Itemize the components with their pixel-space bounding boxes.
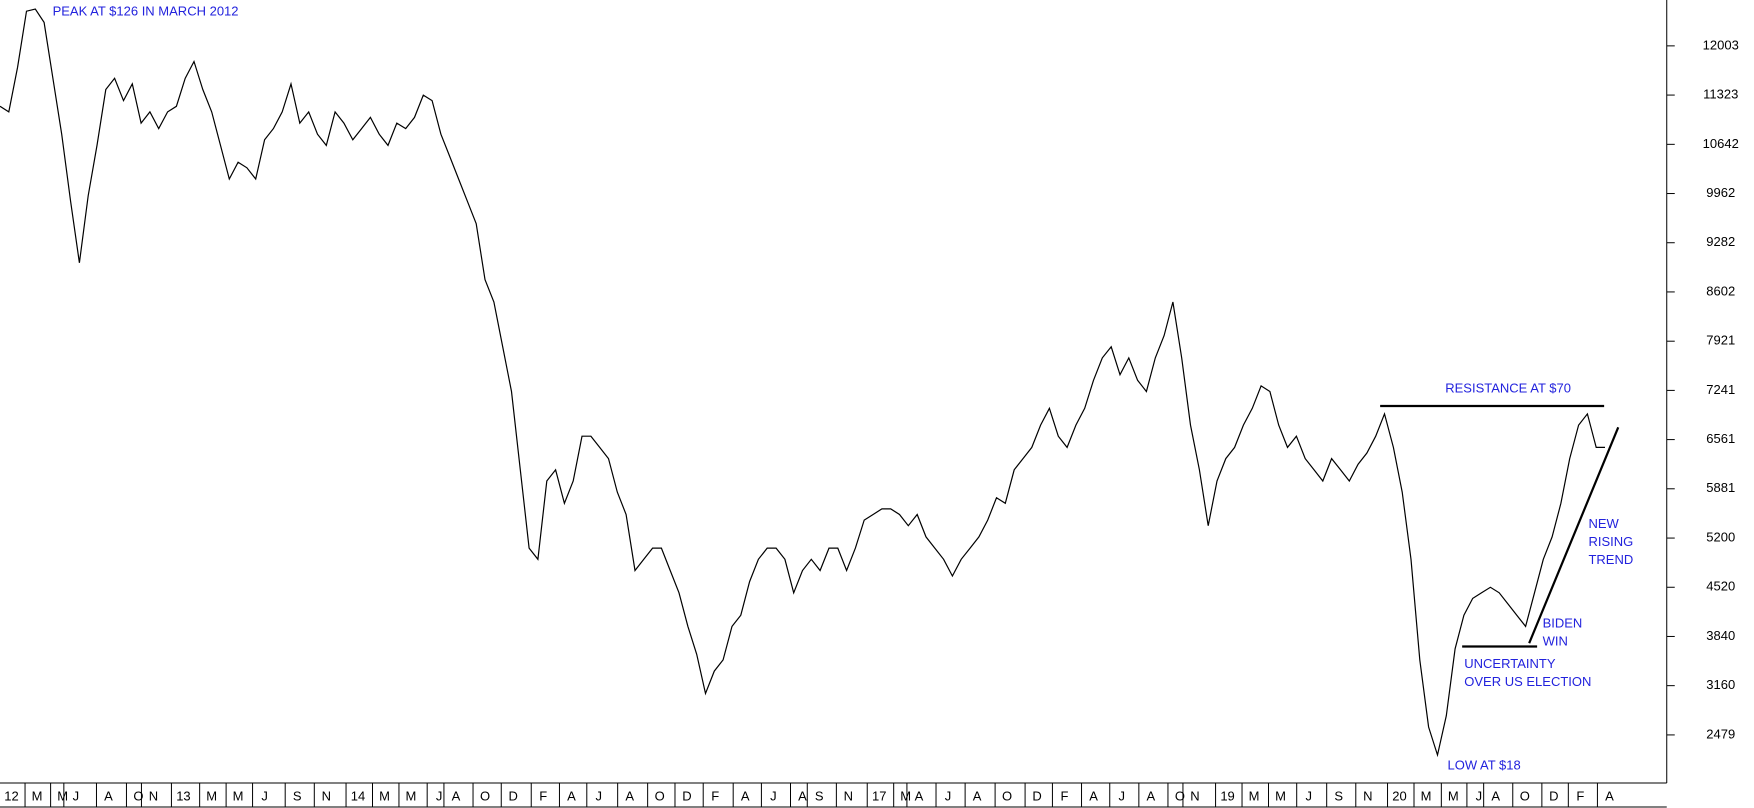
x-tick-label: M <box>1448 788 1459 803</box>
annotation: RESISTANCE AT $70 <box>1445 381 1571 396</box>
x-tick-label: M <box>1421 788 1432 803</box>
x-tick-label: A <box>915 788 924 803</box>
x-tick-label: A <box>1147 788 1156 803</box>
x-tick-label: 20 <box>1392 788 1406 803</box>
x-tick-label: A <box>452 788 461 803</box>
x-tick-label: N <box>1190 788 1199 803</box>
y-tick-label: 7921 <box>1706 333 1735 348</box>
x-tick-label: 13 <box>176 788 190 803</box>
price-line <box>0 8 1605 758</box>
x-tick-label: J <box>1476 788 1483 803</box>
x-tick-label: M <box>379 788 390 803</box>
x-tick-label: J <box>436 788 443 803</box>
x-tick-label: O <box>1002 788 1012 803</box>
x-tick-label: A <box>1605 788 1614 803</box>
x-tick-label: D <box>1032 788 1041 803</box>
x-tick-label: J <box>1305 788 1312 803</box>
x-tick-label: N <box>1363 788 1372 803</box>
x-tick-label: 19 <box>1220 788 1234 803</box>
x-tick-label: M <box>1249 788 1260 803</box>
trend-line <box>1528 426 1620 644</box>
x-tick-label: O <box>1175 788 1185 803</box>
y-tick-label: 12003 <box>1703 37 1739 52</box>
x-tick-label: A <box>567 788 576 803</box>
y-tick-label: 2479 <box>1706 726 1735 741</box>
x-tick-label: D <box>509 788 518 803</box>
x-tick-label: A <box>741 788 750 803</box>
y-tick-label: 4520 <box>1706 579 1735 594</box>
x-tick-label: M <box>57 788 68 803</box>
annotation: PEAK AT $126 IN MARCH 2012 <box>53 4 239 19</box>
x-tick-label: N <box>322 788 331 803</box>
x-tick-label: M <box>406 788 417 803</box>
y-tick-label: 6561 <box>1706 431 1735 446</box>
y-tick-label: 10642 <box>1703 136 1739 151</box>
y-tick-label: 9962 <box>1706 185 1735 200</box>
x-tick-label: N <box>149 788 158 803</box>
x-tick-label: O <box>655 788 665 803</box>
x-tick-label: S <box>1334 788 1343 803</box>
x-tick-label: J <box>945 788 952 803</box>
annotation: RISING <box>1588 534 1633 549</box>
x-tick-label: J <box>770 788 777 803</box>
x-tick-label: M <box>233 788 244 803</box>
x-tick-label: N <box>844 788 853 803</box>
annotation: WIN <box>1543 634 1568 649</box>
y-tick-label: 3840 <box>1706 628 1735 643</box>
x-tick-label: A <box>798 788 807 803</box>
annotation: LOW AT $18 <box>1447 758 1520 773</box>
annotation: UNCERTAINTY <box>1464 656 1556 671</box>
x-tick-label: 17 <box>872 788 886 803</box>
annotation: OVER US ELECTION <box>1464 674 1591 689</box>
x-tick-label: M <box>206 788 217 803</box>
x-tick-label: 12 <box>4 788 18 803</box>
y-tick-label: 7241 <box>1706 382 1735 397</box>
x-tick-label: O <box>133 788 143 803</box>
x-tick-label: F <box>1060 788 1068 803</box>
x-tick-label: M <box>32 788 43 803</box>
x-tick-label: O <box>1520 788 1530 803</box>
x-tick-label: A <box>973 788 982 803</box>
x-tick-label: F <box>1576 788 1584 803</box>
y-tick-label: 5881 <box>1706 480 1735 495</box>
x-tick-label: O <box>480 788 490 803</box>
y-tick-label: 11323 <box>1703 87 1738 102</box>
annotation: TREND <box>1588 552 1633 567</box>
y-tick-label: 3160 <box>1706 677 1735 692</box>
x-tick-label: A <box>104 788 113 803</box>
x-tick-label: S <box>815 788 824 803</box>
x-tick-label: 14 <box>351 788 365 803</box>
x-tick-label: A <box>1089 788 1098 803</box>
y-tick-label: 9282 <box>1706 234 1735 249</box>
x-tick-label: M <box>900 788 911 803</box>
x-tick-label: A <box>1491 788 1500 803</box>
annotation: NEW <box>1588 516 1619 531</box>
x-tick-label: J <box>1118 788 1125 803</box>
y-tick-label: 8602 <box>1706 283 1735 298</box>
x-tick-label: S <box>293 788 302 803</box>
x-tick-label: D <box>682 788 691 803</box>
x-tick-label: J <box>596 788 603 803</box>
x-tick-label: F <box>539 788 547 803</box>
x-tick-label: F <box>711 788 719 803</box>
x-tick-label: J <box>73 788 80 803</box>
x-tick-label: A <box>625 788 634 803</box>
x-tick-label: M <box>1275 788 1286 803</box>
x-tick-label: J <box>261 788 268 803</box>
y-tick-label: 5200 <box>1706 529 1735 544</box>
annotation: BIDEN <box>1543 616 1583 631</box>
x-tick-label: D <box>1549 788 1558 803</box>
